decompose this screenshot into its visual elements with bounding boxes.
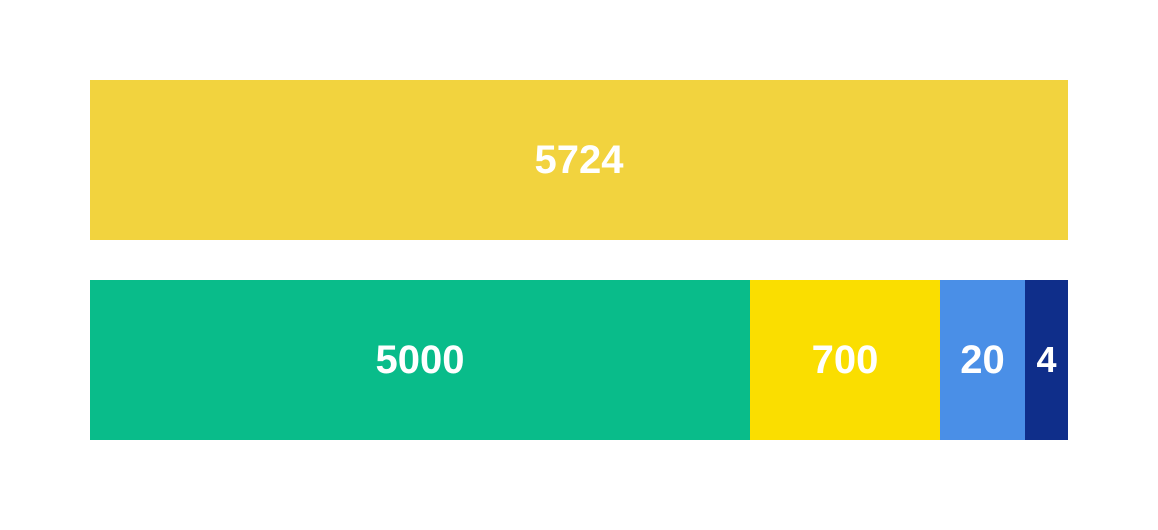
chart-container: 5724 5000 700 20 4 bbox=[0, 0, 1158, 530]
hundreds-segment: 700 bbox=[750, 280, 940, 440]
total-bar-row: 5724 bbox=[90, 80, 1068, 240]
ones-segment: 4 bbox=[1025, 280, 1068, 440]
breakdown-bar-row: 5000 700 20 4 bbox=[90, 280, 1068, 440]
thousands-segment: 5000 bbox=[90, 280, 750, 440]
tens-segment: 20 bbox=[940, 280, 1025, 440]
total-segment: 5724 bbox=[90, 80, 1068, 240]
